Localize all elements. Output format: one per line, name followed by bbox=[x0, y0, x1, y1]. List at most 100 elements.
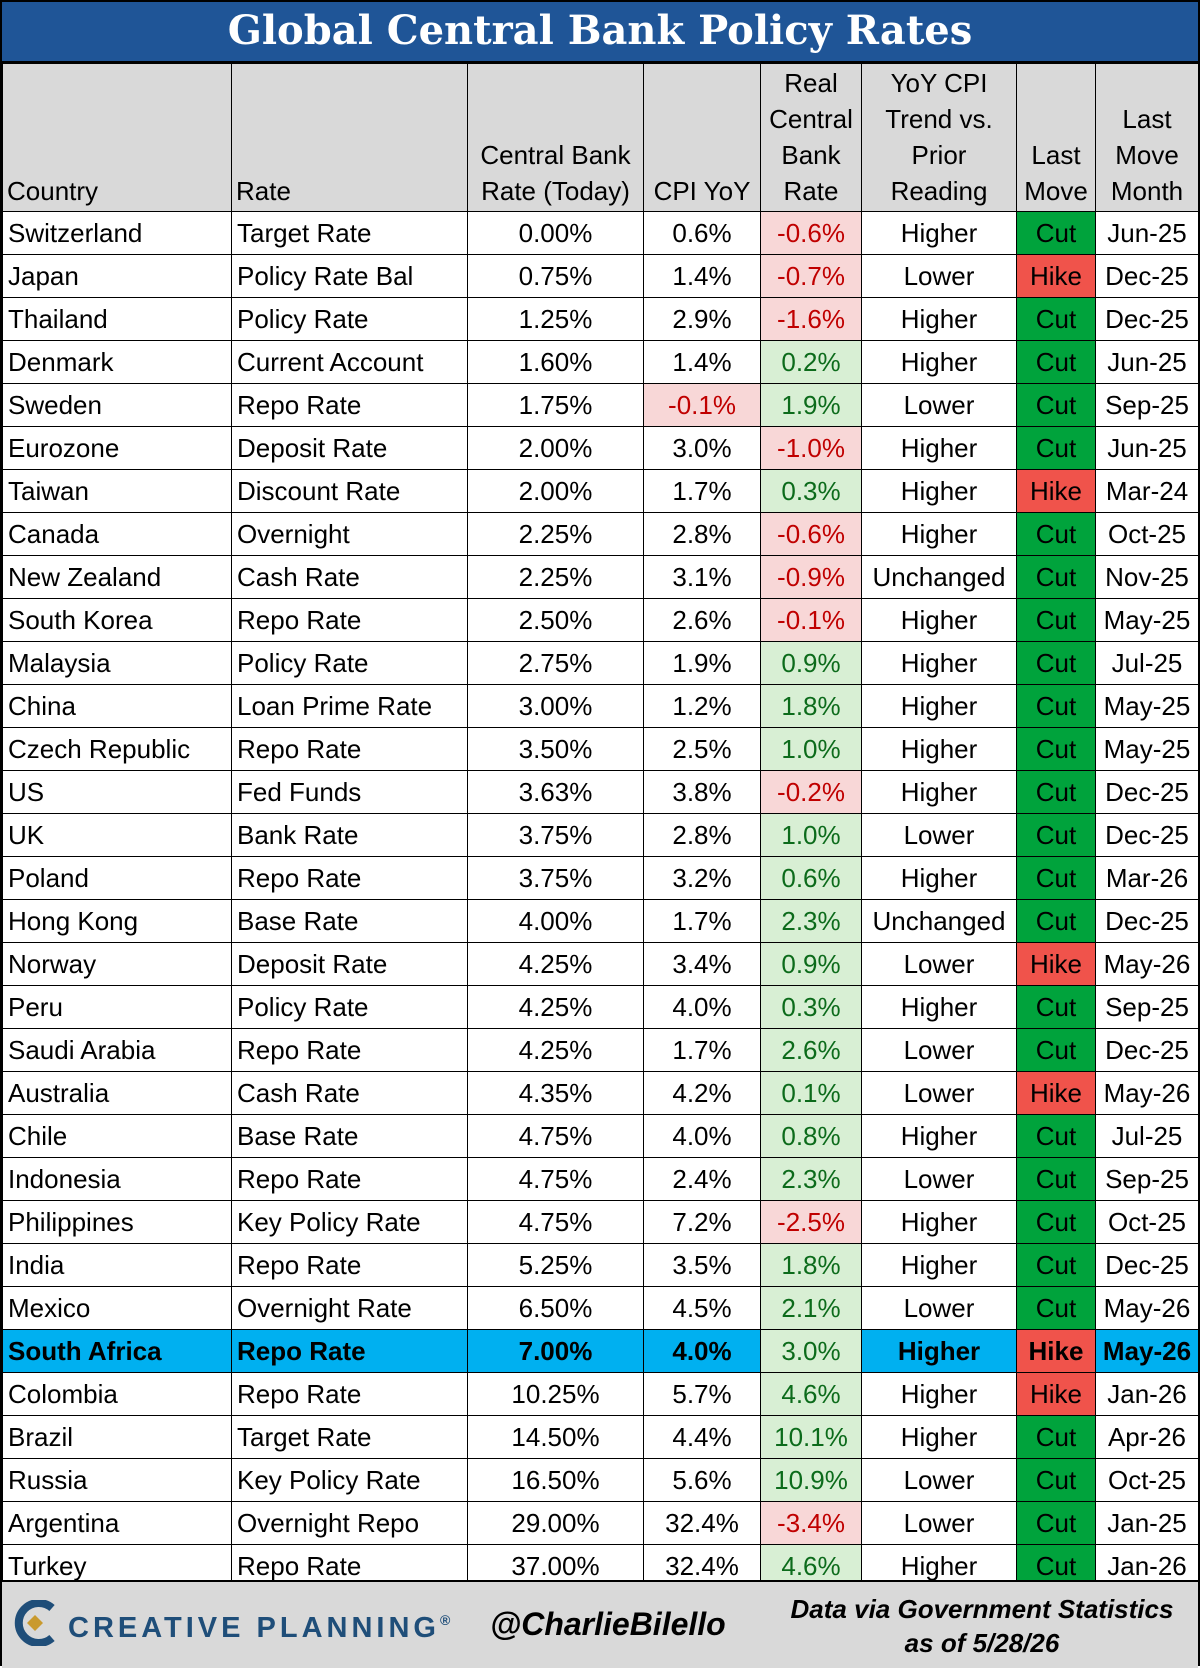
cell-last-move: Hike bbox=[1016, 1071, 1096, 1115]
cell-last-move: Cut bbox=[1016, 512, 1096, 556]
source-note: Data via Government Statistics as of 5/2… bbox=[772, 1592, 1192, 1660]
cell-country: Colombia bbox=[2, 1372, 232, 1416]
cell-country: Russia bbox=[2, 1458, 232, 1502]
cell-real-rate: 1.9% bbox=[760, 383, 862, 427]
cell-rate: Repo Rate bbox=[231, 598, 468, 642]
cell-last-move: Cut bbox=[1016, 1243, 1096, 1287]
cell-cpi-yoy: 32.4% bbox=[643, 1501, 761, 1545]
cell-central-bank-rate: 5.25% bbox=[467, 1243, 644, 1287]
cell-rate: Repo Rate bbox=[231, 856, 468, 900]
table-row: Czech Republic Repo Rate 3.50% 2.5% 1.0% High… bbox=[2, 727, 1199, 771]
cell-rate: Overnight Repo bbox=[231, 1501, 468, 1545]
cell-real-rate: -0.9% bbox=[760, 555, 862, 599]
cell-cpi-yoy: 3.8% bbox=[643, 770, 761, 814]
cell-real-rate: 2.1% bbox=[760, 1286, 862, 1330]
cell-central-bank-rate: 3.50% bbox=[467, 727, 644, 771]
cell-last-move: Cut bbox=[1016, 1415, 1096, 1459]
cell-cpi-trend: Lower bbox=[861, 813, 1017, 857]
cell-central-bank-rate: 4.35% bbox=[467, 1071, 644, 1115]
cell-central-bank-rate: 3.75% bbox=[467, 813, 644, 857]
cell-rate: Fed Funds bbox=[231, 770, 468, 814]
cell-rate: Current Account bbox=[231, 340, 468, 384]
cell-last-move: Cut bbox=[1016, 1028, 1096, 1072]
cell-central-bank-rate: 4.75% bbox=[467, 1114, 644, 1158]
cell-country: Japan bbox=[2, 254, 232, 298]
table-row: Switzerland Target Rate 0.00% 0.6% -0.6% High… bbox=[2, 211, 1199, 255]
cell-cpi-trend: Higher bbox=[861, 340, 1017, 384]
cell-cpi-yoy: 3.1% bbox=[643, 555, 761, 599]
cell-cpi-trend: Higher bbox=[861, 598, 1017, 642]
table-row: Australia Cash Rate 4.35% 4.2% 0.1% Lower Hike… bbox=[2, 1071, 1199, 1115]
cell-real-rate: 0.8% bbox=[760, 1114, 862, 1158]
cell-central-bank-rate: 0.75% bbox=[467, 254, 644, 298]
cell-country: Saudi Arabia bbox=[2, 1028, 232, 1072]
cell-cpi-yoy: 1.2% bbox=[643, 684, 761, 728]
cell-cpi-trend: Lower bbox=[861, 1286, 1017, 1330]
cell-last-move-month: May-25 bbox=[1095, 727, 1199, 771]
cell-real-rate: 10.9% bbox=[760, 1458, 862, 1502]
column-header-country: Country bbox=[2, 63, 232, 212]
cell-last-move-month: Jul-25 bbox=[1095, 641, 1199, 685]
table-row: Russia Key Policy Rate 16.50% 5.6% 10.9% Lowe… bbox=[2, 1458, 1199, 1502]
cell-last-move: Cut bbox=[1016, 598, 1096, 642]
table-row: Brazil Target Rate 14.50% 4.4% 10.1% Higher Cu… bbox=[2, 1415, 1199, 1459]
cell-rate: Key Policy Rate bbox=[231, 1458, 468, 1502]
source-line-1: Data via Government Statistics bbox=[790, 1594, 1174, 1624]
cell-cpi-trend: Lower bbox=[861, 1028, 1017, 1072]
policy-rates-table: Country Rate Central Bank Rate (Today) CPI Y… bbox=[2, 63, 1199, 1588]
cell-central-bank-rate: 2.00% bbox=[467, 469, 644, 513]
cell-real-rate: 3.0% bbox=[760, 1329, 862, 1373]
cell-real-rate: 0.9% bbox=[760, 942, 862, 986]
cell-country: Malaysia bbox=[2, 641, 232, 685]
cell-country: UK bbox=[2, 813, 232, 857]
cell-central-bank-rate: 29.00% bbox=[467, 1501, 644, 1545]
cell-cpi-trend: Higher bbox=[861, 426, 1017, 470]
cell-rate: Cash Rate bbox=[231, 1071, 468, 1115]
cell-rate: Loan Prime Rate bbox=[231, 684, 468, 728]
cell-last-move-month: May-25 bbox=[1095, 684, 1199, 728]
cell-last-move-month: Sep-25 bbox=[1095, 1157, 1199, 1201]
cell-central-bank-rate: 4.25% bbox=[467, 1028, 644, 1072]
cell-last-move-month: Nov-25 bbox=[1095, 555, 1199, 599]
cell-rate: Repo Rate bbox=[231, 1157, 468, 1201]
cell-real-rate: 0.3% bbox=[760, 469, 862, 513]
cell-country: Czech Republic bbox=[2, 727, 232, 771]
cell-last-move: Cut bbox=[1016, 684, 1096, 728]
cell-last-move: Hike bbox=[1016, 469, 1096, 513]
cell-last-move-month: Dec-25 bbox=[1095, 813, 1199, 857]
cell-rate: Deposit Rate bbox=[231, 426, 468, 470]
column-header-cpi-trend: YoY CPI Trend vs. Prior Reading bbox=[861, 63, 1017, 212]
cell-real-rate: 4.6% bbox=[760, 1372, 862, 1416]
cell-central-bank-rate: 4.00% bbox=[467, 899, 644, 943]
cell-country: Chile bbox=[2, 1114, 232, 1158]
cell-real-rate: 2.3% bbox=[760, 899, 862, 943]
table-body: Switzerland Target Rate 0.00% 0.6% -0.6% High… bbox=[2, 211, 1199, 1588]
cell-real-rate: 0.1% bbox=[760, 1071, 862, 1115]
cell-last-move: Cut bbox=[1016, 770, 1096, 814]
cell-cpi-yoy: 2.9% bbox=[643, 297, 761, 341]
table-row: UK Bank Rate 3.75% 2.8% 1.0% Lower Cut Dec-25 bbox=[2, 813, 1199, 857]
cell-rate: Repo Rate bbox=[231, 1329, 468, 1373]
cell-central-bank-rate: 4.75% bbox=[467, 1157, 644, 1201]
cell-cpi-yoy: 3.4% bbox=[643, 942, 761, 986]
cell-cpi-trend: Higher bbox=[861, 684, 1017, 728]
cell-country: New Zealand bbox=[2, 555, 232, 599]
column-header-rate: Rate bbox=[231, 63, 468, 212]
cell-country: India bbox=[2, 1243, 232, 1287]
cell-central-bank-rate: 3.75% bbox=[467, 856, 644, 900]
cell-rate: Bank Rate bbox=[231, 813, 468, 857]
cell-cpi-yoy: 2.5% bbox=[643, 727, 761, 771]
cell-rate: Key Policy Rate bbox=[231, 1200, 468, 1244]
cell-cpi-yoy: 2.6% bbox=[643, 598, 761, 642]
cell-rate: Repo Rate bbox=[231, 727, 468, 771]
cell-cpi-trend: Unchanged bbox=[861, 555, 1017, 599]
cell-last-move-month: Jan-25 bbox=[1095, 1501, 1199, 1545]
cell-country: Taiwan bbox=[2, 469, 232, 513]
cell-cpi-yoy: 7.2% bbox=[643, 1200, 761, 1244]
table-row: Denmark Current Account 1.60% 1.4% 0.2% Highe… bbox=[2, 340, 1199, 384]
chart-title: Global Central Bank Policy Rates bbox=[2, 2, 1198, 63]
table-row: Japan Policy Rate Bal 0.75% 1.4% -0.7% Lower H… bbox=[2, 254, 1199, 298]
cell-cpi-trend: Higher bbox=[861, 985, 1017, 1029]
cell-country: China bbox=[2, 684, 232, 728]
cell-last-move: Cut bbox=[1016, 211, 1096, 255]
